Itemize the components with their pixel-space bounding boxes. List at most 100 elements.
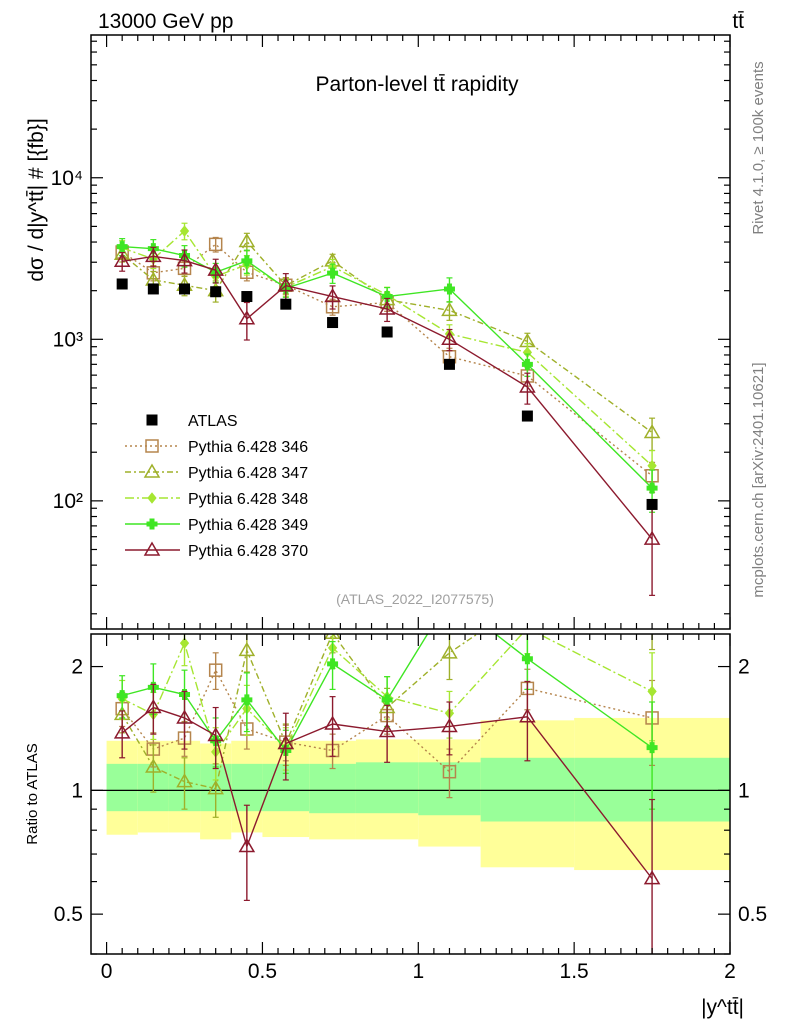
ratio-y-axis-label: Ratio to ATLAS	[24, 743, 41, 844]
series-point	[238, 233, 256, 248]
legend-marker	[143, 541, 161, 556]
main-y-tick-label: 10²	[53, 490, 83, 513]
series-point	[179, 225, 190, 237]
x-tick-label: 0	[101, 960, 113, 983]
ratio-point	[441, 717, 458, 733]
series-point	[113, 252, 131, 268]
ratio-point	[207, 780, 224, 795]
ratio-point	[324, 715, 341, 730]
ratio-y-tick-label: 0.5	[54, 903, 83, 926]
series-point	[381, 291, 393, 303]
main-y-axis-label: dσ / d|y^tt̄| # [{fb}]	[25, 118, 48, 281]
band-inner-bin	[231, 763, 263, 812]
ratio-point	[116, 690, 128, 702]
series-point	[145, 247, 162, 263]
chart-title: Parton-level tt̄ rapidity	[315, 73, 519, 96]
source-label: mcplots.cern.ch [arXiv:2401.10621]	[750, 362, 767, 597]
series-point	[241, 255, 253, 267]
series-point	[519, 378, 536, 393]
ratio-point	[113, 724, 131, 739]
x-tick-label: 2	[724, 960, 736, 983]
ratio-uncertainty-bands	[91, 717, 730, 871]
ratio-point	[378, 723, 396, 738]
series-point	[238, 310, 256, 325]
series-point	[643, 423, 661, 439]
data-point	[147, 283, 159, 295]
ratio-point	[645, 599, 659, 611]
legend-marker	[143, 463, 161, 478]
data-point	[381, 326, 393, 338]
data-point	[327, 317, 339, 329]
ratio-point	[643, 870, 661, 885]
legend-marker	[146, 414, 158, 426]
data-point	[179, 283, 191, 295]
ratio-point	[176, 709, 193, 724]
ratio-point	[238, 838, 256, 853]
legend: ATLAS Pythia 6.428 346 Pythia 6.428 347 Pyt…	[125, 413, 308, 560]
ratio-point	[145, 699, 162, 714]
legend-marker	[146, 518, 158, 530]
ratio-point	[208, 663, 223, 677]
main-y-tick-label: 10³	[53, 328, 83, 351]
x-tick-label: 1	[412, 960, 424, 983]
ratio-point	[277, 735, 295, 750]
ratio-point	[442, 764, 457, 779]
legend-label: Pythia 6.428 348	[188, 491, 308, 508]
ratio-point	[520, 593, 534, 605]
x-axis-label: |y^tt̄|	[701, 996, 744, 1019]
ratio-panel-frame	[90, 633, 731, 955]
series-point	[176, 252, 193, 267]
panel-frames	[90, 34, 731, 955]
data-point	[443, 358, 455, 370]
series-point	[441, 330, 458, 346]
ratio-point	[441, 644, 458, 659]
data-point	[116, 278, 128, 290]
series-point	[521, 358, 533, 370]
ratio-y-tick-label: 2	[71, 656, 83, 679]
ratio-point	[521, 653, 533, 665]
ratio-point	[238, 641, 256, 657]
series-point	[277, 277, 295, 292]
legend-label: Pythia 6.428 370	[188, 543, 308, 560]
main-panel-series	[113, 222, 661, 596]
series-point	[208, 237, 223, 252]
series-point	[378, 300, 396, 315]
series-point	[327, 267, 339, 279]
ratio-y-tick-label-right: 0.5	[738, 903, 767, 926]
series-point	[441, 301, 458, 317]
process-label: tt̄	[732, 10, 744, 33]
ratio-point	[647, 685, 657, 698]
band-inner-bin	[106, 763, 138, 812]
ratio-panel-series	[113, 593, 661, 954]
ratio-point	[145, 758, 162, 773]
legend-marker	[145, 439, 159, 453]
ratio-point	[176, 773, 193, 788]
data-point	[241, 291, 253, 303]
legend-marker	[147, 492, 157, 504]
data-point	[280, 298, 292, 310]
ratio-y-tick-label: 1	[71, 779, 83, 802]
x-tick-label: 1.5	[560, 960, 589, 983]
series-point	[643, 530, 661, 545]
series-point	[443, 283, 455, 295]
ratio-point	[207, 726, 224, 742]
ratio-series-line	[121, 634, 479, 790]
analysis-tag: (ATLAS_2022_I2077575)	[336, 591, 494, 607]
ratio-point	[327, 658, 339, 670]
legend-label: ATLAS	[188, 413, 238, 430]
ratio-y-tick-label-right: 2	[738, 656, 750, 679]
ratio-point	[519, 708, 536, 723]
legend-label: Pythia 6.428 347	[188, 465, 308, 482]
ratio-point	[646, 742, 658, 754]
data-point	[210, 286, 222, 298]
energy-label: 13000 GeV pp	[98, 10, 233, 33]
band-inner-bin	[480, 757, 575, 822]
band-inner-bin	[309, 763, 356, 814]
data-point	[646, 498, 658, 510]
axis-tick-labels: 10² 10³ 10⁴ 0 0.5 1 1.5 2 0.5 0.5 1 1 2 2	[51, 167, 768, 983]
band-inner-bin	[355, 762, 419, 814]
ratio-point	[241, 694, 253, 706]
data-point	[521, 410, 533, 422]
series-point	[116, 241, 128, 253]
ratio-series-line	[121, 634, 653, 754]
